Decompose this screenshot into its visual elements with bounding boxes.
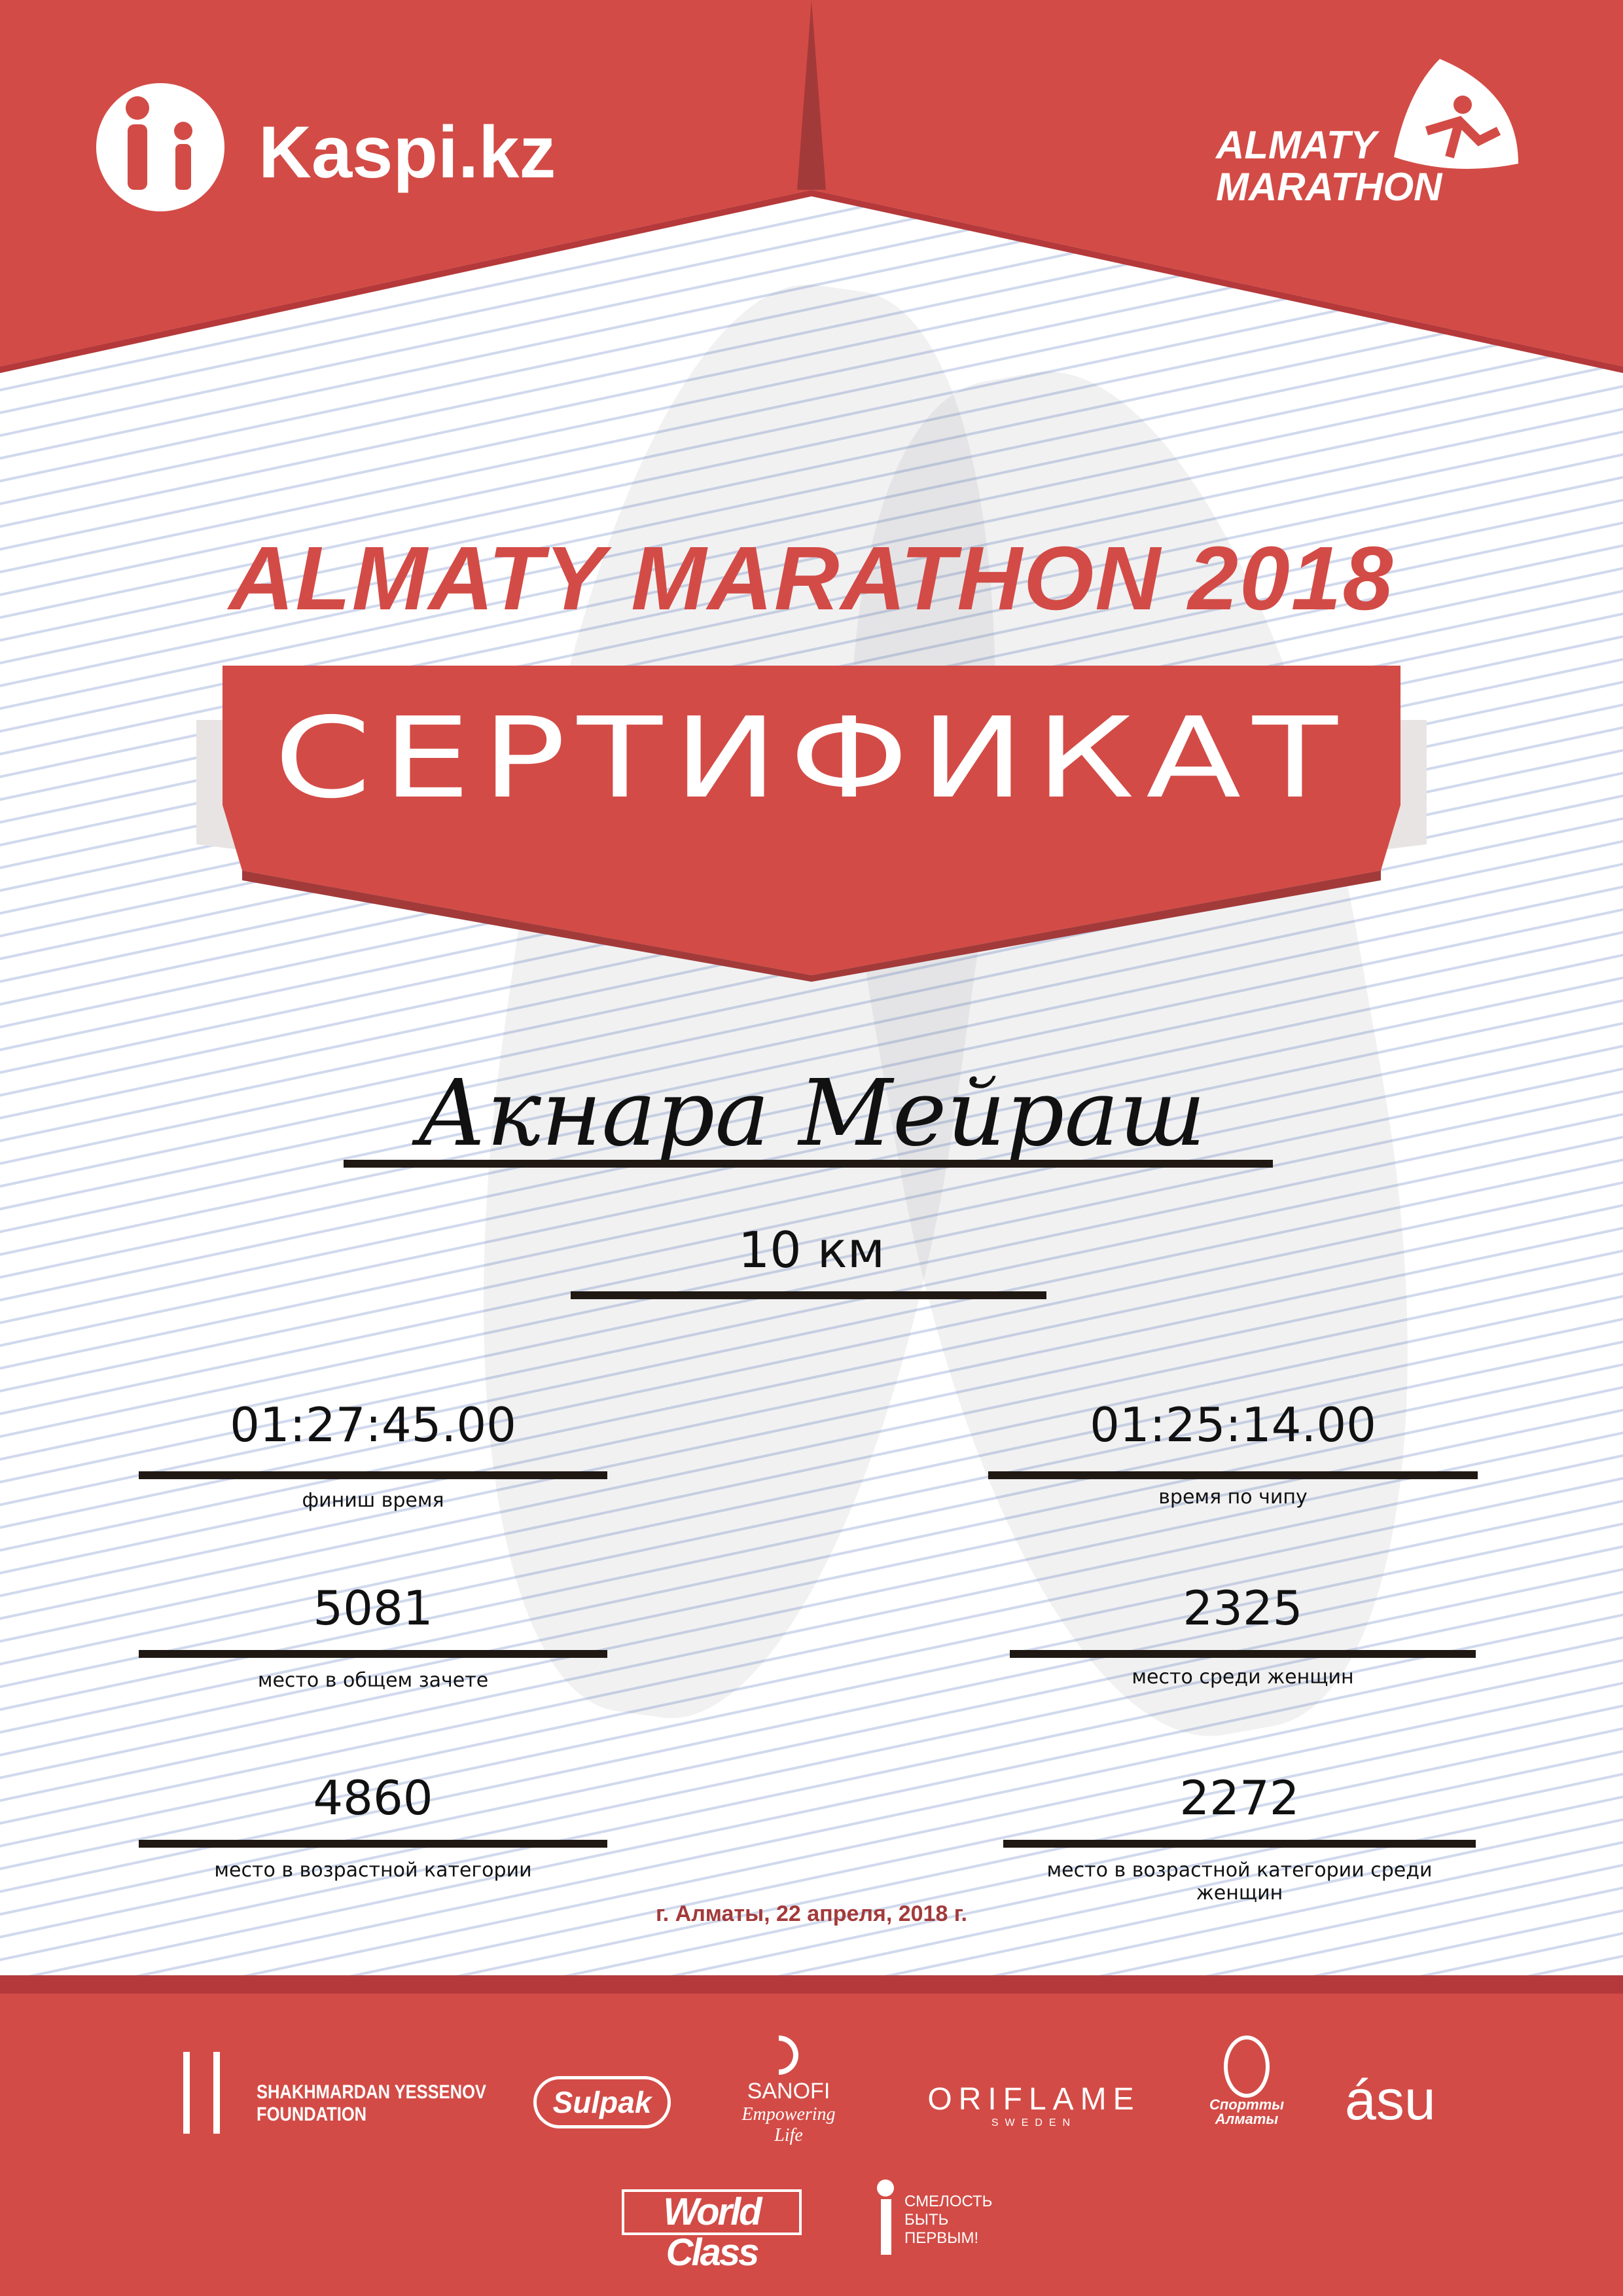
women-age-place-label: место в возрастной категории среди женщи…: [1046, 1859, 1433, 1905]
sanofi-tagline: Empowering Life: [741, 2104, 836, 2145]
women-place-label: место среди женщин: [1132, 1666, 1354, 1689]
finish-time-label: финиш время: [302, 1489, 444, 1512]
asu-logo: ásu: [1345, 2069, 1436, 2132]
fund-line-3: ПЕРВЫМ!: [904, 2229, 979, 2247]
almaty-marathon-logo: ALMATY MARATHON: [1216, 124, 1442, 208]
oriflame-sub: SWEDEN: [991, 2117, 1077, 2128]
oriflame-name: ORIFLAME: [927, 2082, 1141, 2117]
fund-line-2: БЫТЬ: [904, 2211, 949, 2229]
sport-almaty-line-2: Алматы: [1215, 2111, 1279, 2127]
logo-line-2: MARATHON: [1216, 165, 1442, 209]
underline: [139, 1840, 607, 1848]
underline: [139, 1650, 607, 1658]
certificate-heading: СЕРТИФИКАТ: [274, 694, 1349, 823]
name-underline: [344, 1160, 1273, 1168]
runner-icon: [877, 2179, 894, 2197]
issue-date: г. Алматы, 22 апреля, 2018 г.: [656, 1901, 967, 1926]
women-place-value: 2325: [1183, 1581, 1303, 1636]
sanofi-logo: SANOFI Empowering Life: [726, 2036, 851, 2146]
event-title: ALMATY MARATHON 2018: [228, 528, 1395, 629]
age-place-label: место в возрастной категории: [214, 1859, 532, 1882]
sport-almaty-logo: Спортты Алматы: [1198, 2036, 1296, 2126]
yessenov-icon: [183, 2052, 220, 2134]
overall-place-label: место в общем зачете: [257, 1669, 489, 1692]
underline: [988, 1471, 1478, 1479]
age-place-value: 4860: [313, 1770, 433, 1825]
underline: [1010, 1650, 1476, 1658]
chip-time-value: 01:25:14.00: [1090, 1397, 1376, 1452]
world-class-logo: World Class: [622, 2189, 802, 2273]
yessenov-line-2: FOUNDATION: [257, 2104, 367, 2125]
fund-line-1: СМЕЛОСТЬ: [904, 2193, 993, 2210]
sponsors-footer: [0, 1975, 1623, 2296]
sulpak-logo: Sulpak: [533, 2076, 671, 2128]
sanofi-icon: [779, 2036, 798, 2075]
underline: [1003, 1840, 1476, 1848]
oriflame-logo: ORIFLAME SWEDEN: [923, 2081, 1145, 2129]
sport-almaty-line-1: Спортты: [1209, 2096, 1285, 2113]
yessenov-line-1: SHAKHMARDAN YESSENOV: [257, 2081, 486, 2103]
distance: 10 км: [738, 1221, 885, 1279]
sanofi-name: SANOFI: [747, 2079, 830, 2104]
logo-line-1: ALMATY: [1216, 123, 1377, 167]
underline: [139, 1471, 607, 1479]
finish-time-value: 01:27:45.00: [230, 1397, 516, 1452]
women-age-place-value: 2272: [1179, 1770, 1300, 1825]
kaspi-logo: Kaspi.kz: [259, 111, 556, 193]
distance-underline: [571, 1291, 1046, 1299]
sport-almaty-icon: [1224, 2036, 1270, 2098]
chip-time-label: время по чипу: [1158, 1486, 1308, 1509]
participant-name: Акнара Мейраш: [417, 1060, 1206, 1167]
overall-place-value: 5081: [313, 1581, 433, 1636]
